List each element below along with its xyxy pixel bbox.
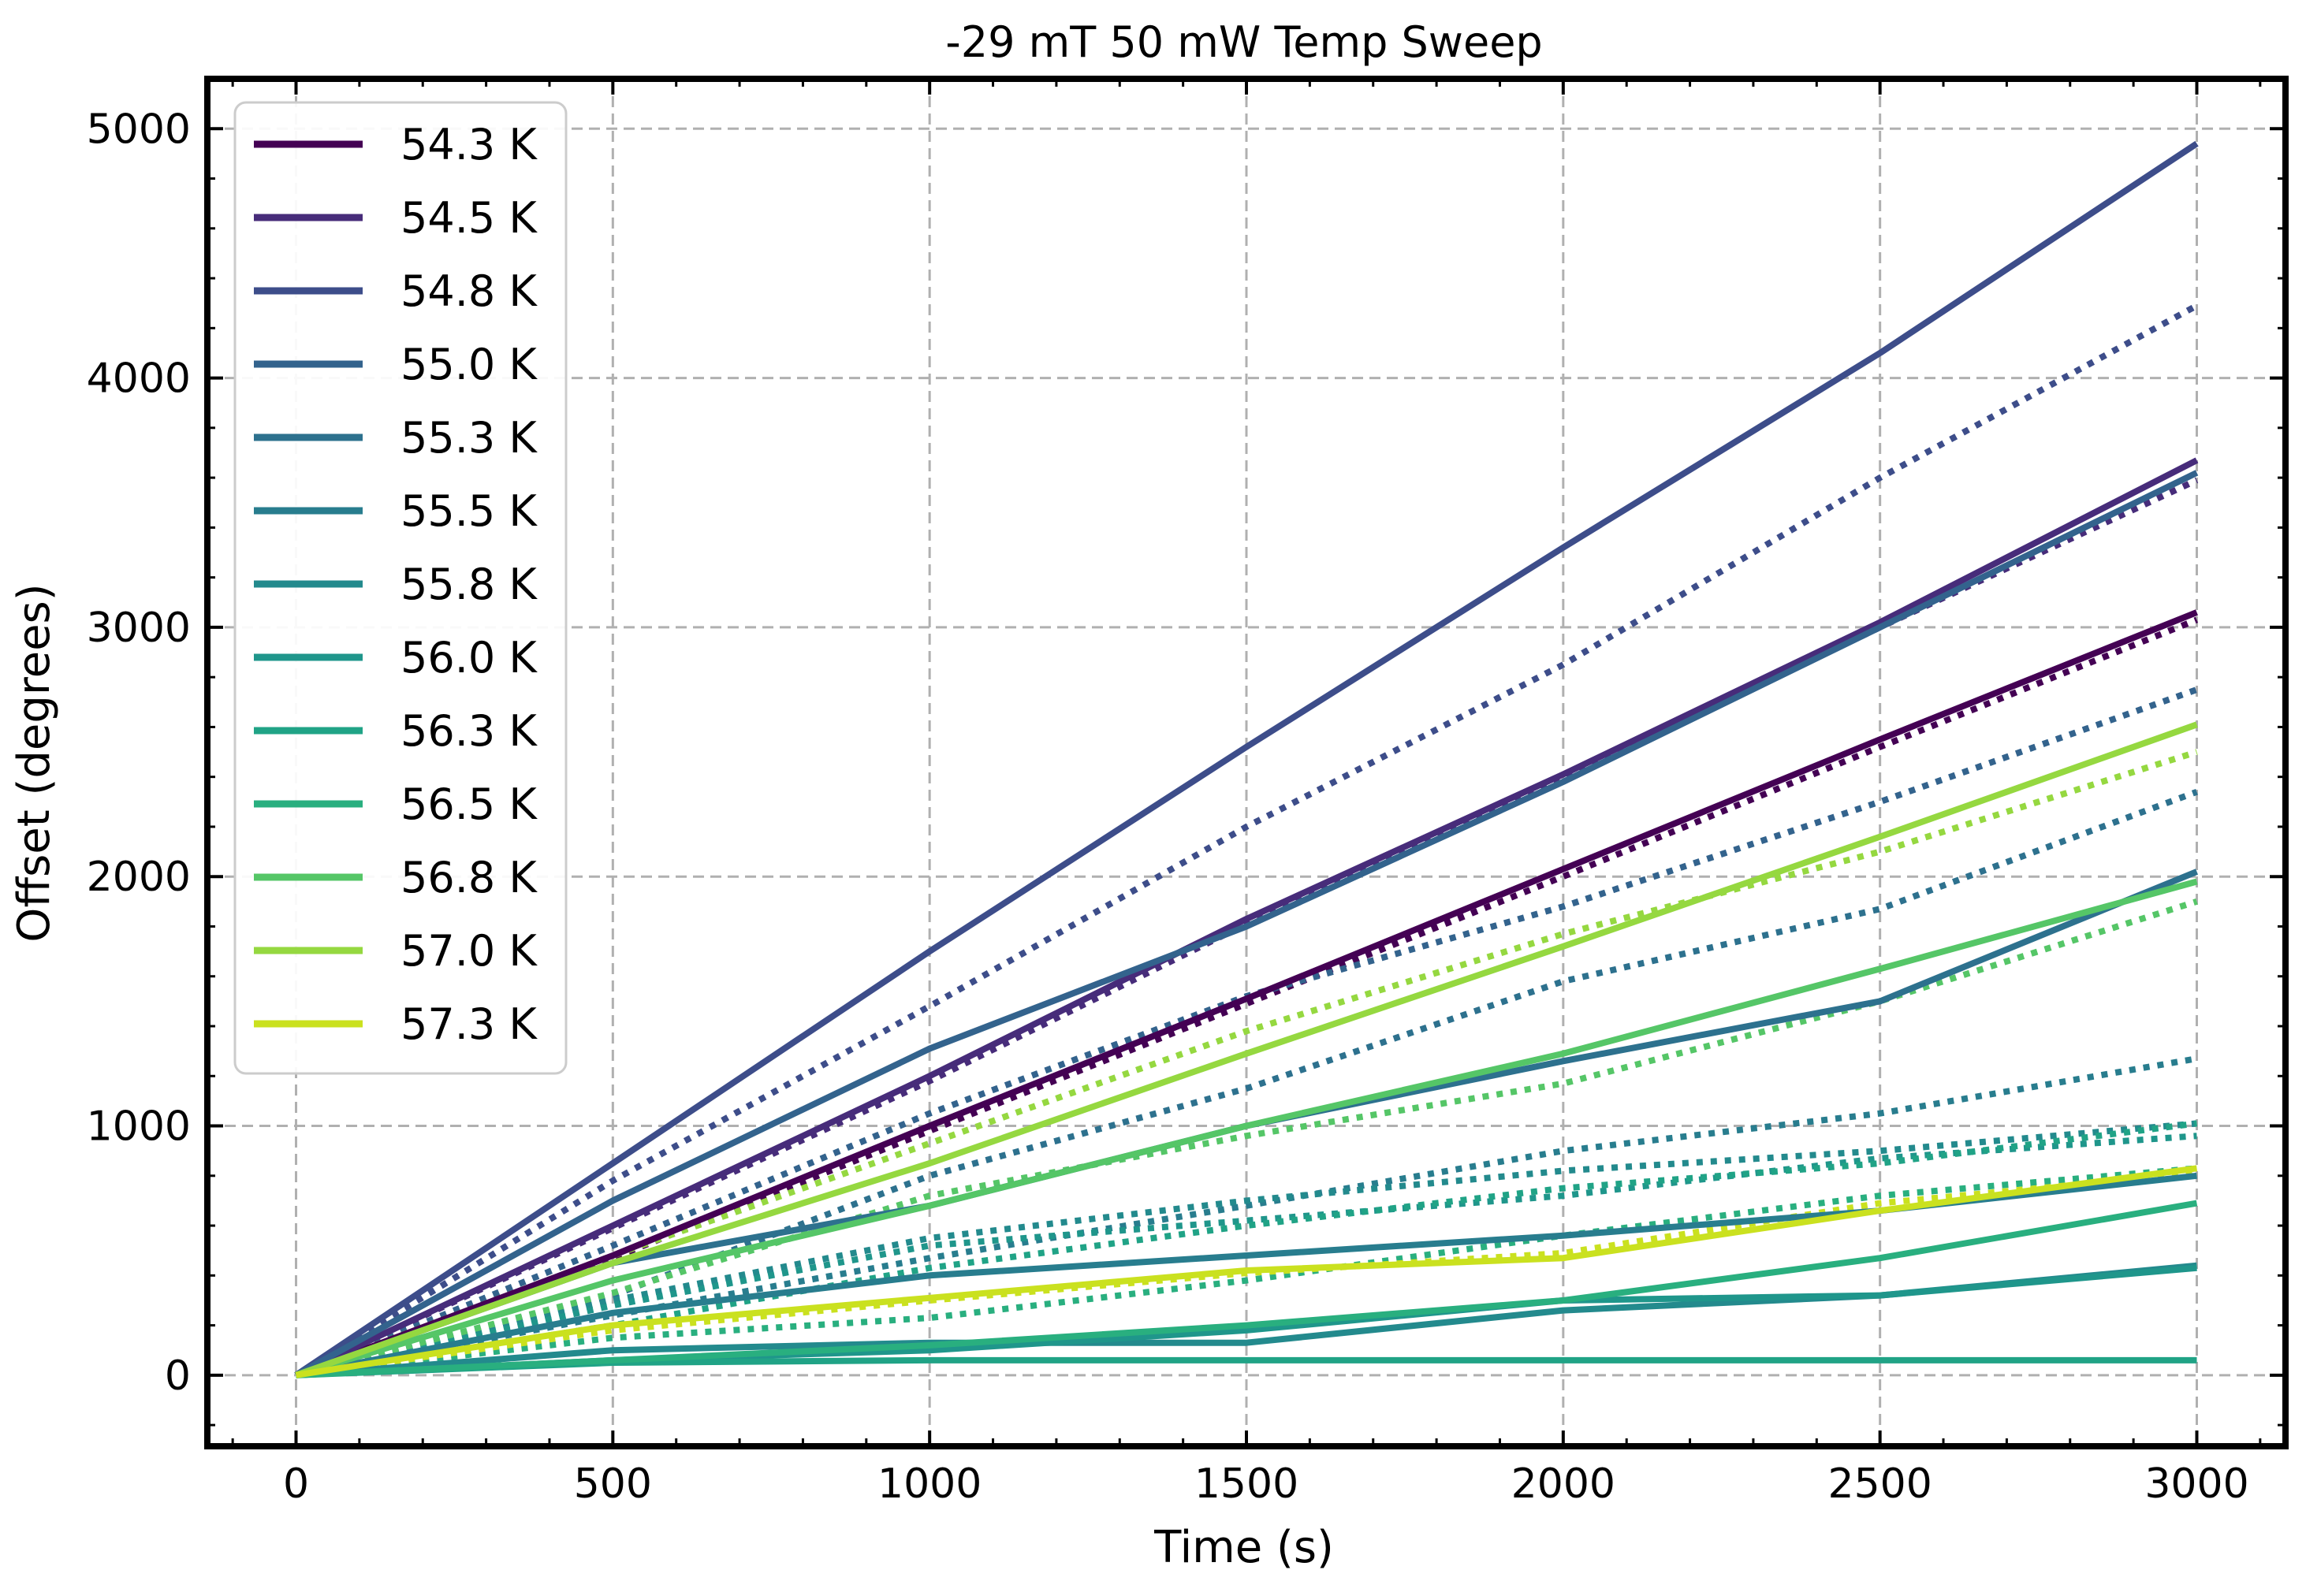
legend-label: 55.3 K xyxy=(400,413,538,463)
legend-label: 57.3 K xyxy=(400,999,538,1049)
series-line-solid xyxy=(294,457,2199,1378)
series-line-dotted xyxy=(295,1055,2198,1378)
legend-label: 56.0 K xyxy=(400,633,538,683)
x-tick-label: 0 xyxy=(283,1460,309,1508)
legend-label: 56.3 K xyxy=(400,706,538,756)
series-line-dotted xyxy=(295,616,2198,1378)
legend: 54.3 K 54.5 K 54.8 K 55.0 K 55.3 K 55.5 K 55.8… xyxy=(233,101,568,1075)
legend-label: 57.0 K xyxy=(400,926,538,976)
series-line-dotted xyxy=(295,1120,2197,1378)
x-tick-label: 3000 xyxy=(2144,1460,2248,1508)
legend-label: 55.5 K xyxy=(400,486,538,536)
series-line-solid xyxy=(295,878,2198,1378)
legend-label: 54.8 K xyxy=(400,266,538,316)
series-line-dotted xyxy=(296,1165,2197,1378)
legend-label: 56.5 K xyxy=(400,779,538,829)
series-line-solid xyxy=(295,1165,2198,1378)
tick-labels: 0 500 1000 1500 2000 2500 3000 0 1000 2000 3000 400… xyxy=(87,106,2249,1508)
series-line-dotted xyxy=(295,898,2198,1378)
y-tick-label: 1000 xyxy=(87,1103,191,1151)
x-axis-title: Time (s) xyxy=(1153,1522,1334,1573)
x-tick-label: 1000 xyxy=(877,1460,982,1508)
x-tick-label: 1500 xyxy=(1194,1460,1298,1508)
x-tick-label: 2000 xyxy=(1511,1460,1615,1508)
y-tick-label: 4000 xyxy=(87,355,191,403)
series-line-dotted xyxy=(294,303,2199,1378)
x-tick-label: 500 xyxy=(574,1460,652,1508)
series-line-dotted xyxy=(295,749,2198,1378)
series-line-solid xyxy=(295,721,2198,1378)
legend-label: 54.5 K xyxy=(400,193,538,243)
legend-label: 54.3 K xyxy=(400,120,538,169)
series-line-solid xyxy=(294,140,2199,1378)
axis-ticks xyxy=(207,77,2286,1446)
x-tick-label: 2500 xyxy=(1827,1460,1932,1508)
series-lines xyxy=(294,140,2199,1378)
series-line-solid xyxy=(295,609,2198,1378)
chart-title: -29 mT 50 mW Temp Sweep xyxy=(945,17,1542,67)
y-tick-label: 2000 xyxy=(87,854,191,901)
legend-label: 55.0 K xyxy=(400,340,538,389)
legend-label: 55.8 K xyxy=(400,560,538,609)
legend-label: 56.8 K xyxy=(400,853,538,902)
y-tick-label: 5000 xyxy=(87,106,191,153)
series-line-solid xyxy=(294,470,2199,1378)
series-line-solid xyxy=(296,1200,2198,1378)
y-axis-title: Offset (degrees) xyxy=(9,583,60,942)
legend-box xyxy=(233,101,568,1075)
y-tick-label: 0 xyxy=(165,1352,191,1400)
y-tick-label: 3000 xyxy=(87,605,191,652)
